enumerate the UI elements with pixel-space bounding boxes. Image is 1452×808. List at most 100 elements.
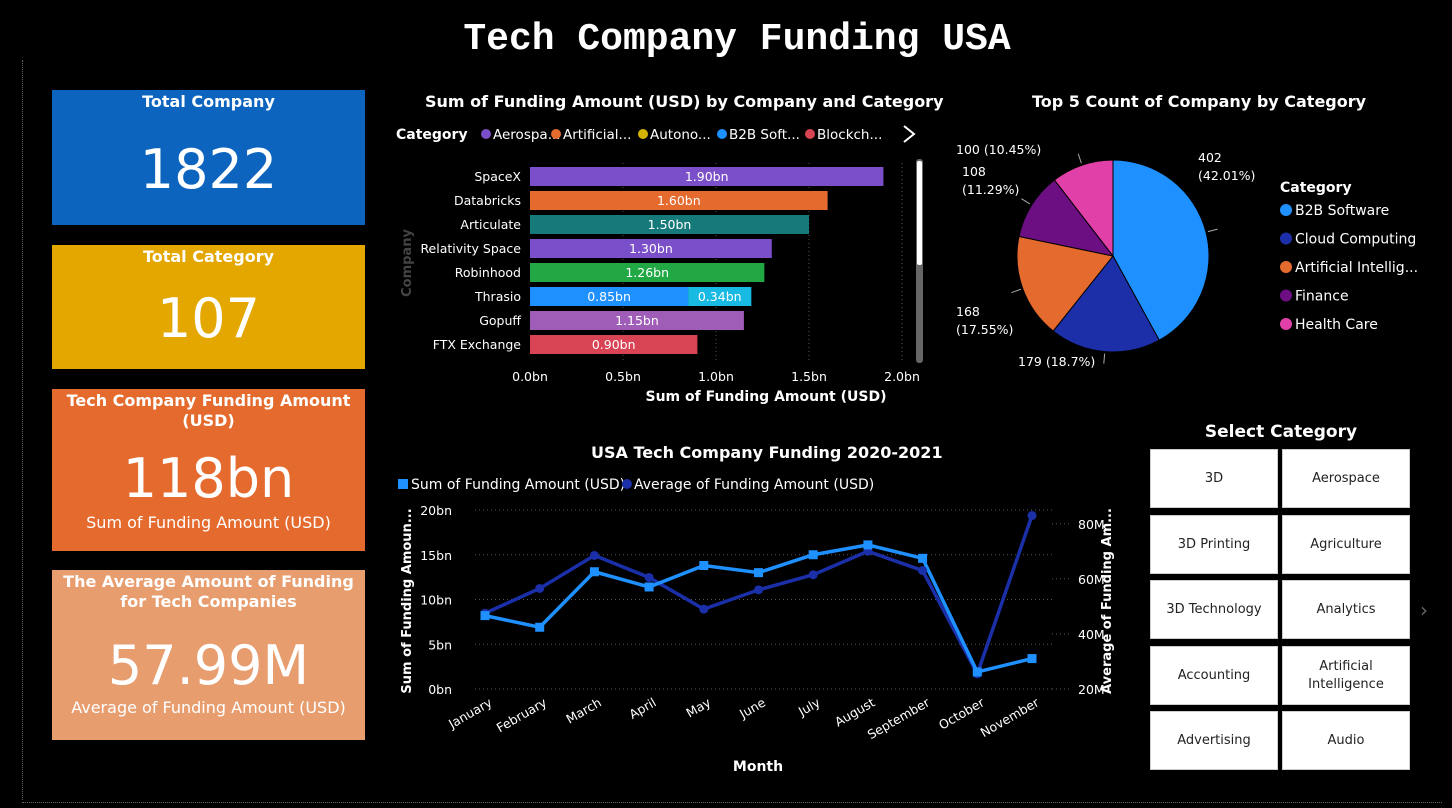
legend-label: Autono... <box>650 127 711 143</box>
slicer-option[interactable]: Accounting <box>1150 646 1278 705</box>
x-axis-title: Month <box>733 759 783 775</box>
x-tick-label: June <box>736 694 768 721</box>
slicer-option[interactable]: Agriculture <box>1282 515 1410 574</box>
kpi-subtitle: Sum of Funding Amount (USD) <box>86 513 331 532</box>
pie-chart-title: Top 5 Count of Company by Category <box>1032 92 1367 111</box>
y2-tick-label: 80M <box>1078 517 1105 532</box>
legend-label: Average of Funding Amount (USD) <box>634 477 874 493</box>
legend-marker <box>638 129 648 139</box>
bar <box>530 167 884 186</box>
legend-marker <box>1280 204 1292 216</box>
data-point-average <box>918 566 928 576</box>
data-point-sum <box>918 553 928 563</box>
line-chart[interactable]: Sum of Funding Amount (USD) Average of Fu… <box>390 470 1130 790</box>
pie-slice <box>1016 235 1114 332</box>
bar-chart[interactable]: Category Aerospa... Artificial... Autono...… <box>390 115 940 410</box>
legend-marker <box>551 129 561 139</box>
y-tick-label: 0bn <box>428 682 452 697</box>
data-point-sum <box>480 611 490 621</box>
data-label: (11.29%) <box>962 182 1019 197</box>
slicer-option[interactable]: 3D <box>1150 449 1278 508</box>
legend-marker <box>398 479 408 489</box>
legend-label: Aerospa... <box>493 127 561 143</box>
kpi-card-average-funding[interactable]: The Average Amount of Funding for Tech C… <box>52 570 365 740</box>
kpi-value: 118bn <box>122 447 295 510</box>
page-title: Tech Company Funding USA <box>463 18 1011 61</box>
kpi-value: 1822 <box>139 138 278 201</box>
bar <box>530 191 828 210</box>
x-tick-label: 1.0bn <box>698 369 734 384</box>
x-tick-label: 0.0bn <box>512 369 548 384</box>
data-point-average <box>589 550 599 560</box>
kpi-label: Tech Company Funding Amount (USD) <box>66 391 351 430</box>
kpi-label: Total Category <box>142 247 275 266</box>
pie-slice <box>1052 255 1160 353</box>
x-tick-label: 1.5bn <box>791 369 827 384</box>
x-tick-label: August <box>832 695 877 730</box>
slicer-option[interactable]: 3D Printing <box>1150 515 1278 574</box>
chevron-right-icon[interactable]: › <box>1420 598 1428 622</box>
x-tick-label: February <box>494 694 550 735</box>
y-tick-label: 10bn <box>420 593 452 608</box>
bar-chart-title: Sum of Funding Amount (USD) by Company a… <box>425 92 944 111</box>
leader-line <box>1021 198 1031 205</box>
data-label: 0.34bn <box>698 289 742 304</box>
y-axis-title: Company <box>400 229 415 297</box>
y-tick-label: 20bn <box>420 503 452 518</box>
slicer-option[interactable]: Analytics <box>1282 580 1410 639</box>
data-point-sum <box>644 582 654 592</box>
y2-tick-label: 20M <box>1078 682 1105 697</box>
y-tick-label: Relativity Space <box>420 241 521 256</box>
pie-slice <box>1112 159 1210 341</box>
x-tick-label: January <box>445 694 495 731</box>
leader-line <box>1011 288 1021 294</box>
slicer-option[interactable]: Advertising <box>1150 711 1278 770</box>
x-tick-label: May <box>683 694 713 720</box>
slicer-option[interactable]: Audio <box>1282 711 1410 770</box>
series-line-average <box>484 514 1034 679</box>
y-tick-label: Articulate <box>460 217 521 232</box>
data-label: 100 (10.45%) <box>956 142 1041 157</box>
legend-label: Artificial... <box>563 127 631 143</box>
kpi-card-total-company[interactable]: Total Company 1822 <box>52 90 365 225</box>
data-point-sum <box>808 550 818 560</box>
data-point-sum <box>863 540 873 550</box>
data-point-average <box>535 583 545 593</box>
data-point-average <box>754 585 763 595</box>
data-label: 402 <box>1198 150 1222 165</box>
legend-marker <box>1280 232 1292 245</box>
legend-label: Health Care <box>1295 317 1378 333</box>
y2-tick-label: 60M <box>1078 572 1105 587</box>
bar <box>530 215 809 234</box>
y-tick-label: Gopuff <box>479 313 521 328</box>
data-label: 168 <box>956 304 980 319</box>
y-tick-label: 5bn <box>428 637 452 652</box>
legend-label: B2B Software <box>1295 203 1389 219</box>
kpi-label: Total Company <box>142 92 275 111</box>
data-label: 1.30bn <box>629 241 673 256</box>
y-tick-label: 15bn <box>420 548 452 563</box>
pie-chart[interactable]: 402 (42.01%) 179 (18.7%) 168 (17.55%) 108 (11.… <box>940 140 1420 380</box>
slicer-option[interactable]: 3D Technology <box>1150 580 1278 639</box>
data-label: 1.15bn <box>615 313 659 328</box>
data-point-sum <box>589 567 599 577</box>
y-tick-label: FTX Exchange <box>433 337 522 352</box>
y2-axis-title: Average of Funding Am... <box>1100 508 1115 694</box>
kpi-card-funding-amount[interactable]: Tech Company Funding Amount (USD) 118bn … <box>52 389 365 551</box>
data-point-sum <box>535 622 545 632</box>
legend-label: Sum of Funding Amount (USD) <box>411 477 625 493</box>
data-point-average <box>699 604 709 614</box>
series-line-sum <box>484 543 1033 675</box>
leader-line <box>1103 353 1106 364</box>
leader-line <box>1207 228 1218 233</box>
x-axis-title: Sum of Funding Amount (USD) <box>646 389 887 405</box>
data-point-average <box>644 572 654 582</box>
kpi-card-total-category[interactable]: Total Category 107 <box>52 245 365 369</box>
slicer-option[interactable]: Artificial Intelligence <box>1282 646 1410 705</box>
pie-slice <box>1018 179 1115 257</box>
data-label: 0.85bn <box>587 289 631 304</box>
x-tick-label: November <box>978 694 1043 740</box>
slicer-option[interactable]: Aerospace <box>1282 449 1410 508</box>
chevron-right-icon[interactable] <box>903 125 916 143</box>
y-axis-title: Sum of Funding Amoun... <box>400 508 415 693</box>
